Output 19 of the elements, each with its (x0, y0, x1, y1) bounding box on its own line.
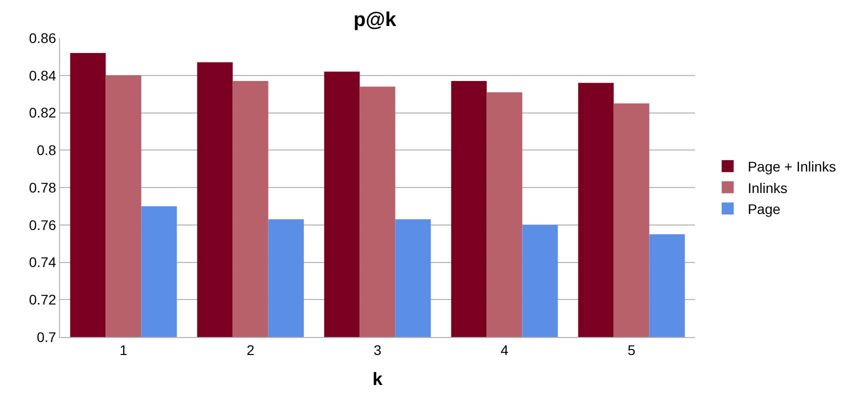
y-tick-label: 0.72 (28, 292, 56, 308)
y-tick-label: 0.86 (28, 30, 56, 46)
legend-label: Page (748, 200, 781, 217)
y-tick-label: 0.76 (28, 216, 56, 233)
x-axis-title: k (372, 368, 384, 389)
y-tick-label: 0.78 (28, 179, 56, 196)
x-tick-label: 5 (628, 342, 636, 358)
x-tick-label: 3 (374, 342, 382, 358)
legend-label: Inlinks (748, 180, 788, 196)
y-tick-label: 0.84 (28, 67, 56, 84)
y-tick-label: 0.82 (28, 104, 56, 121)
y-tick-label: 0.74 (28, 254, 56, 270)
x-tick-label: 4 (500, 342, 509, 358)
y-tick-label: 0.7 (36, 328, 56, 345)
x-tick-label: 2 (246, 342, 255, 358)
chart-title: p@k (353, 9, 398, 32)
x-tick-label: 1 (120, 342, 128, 358)
y-tick-label: 0.8 (36, 142, 56, 158)
legend-label: Page + Inlinks (748, 158, 836, 175)
